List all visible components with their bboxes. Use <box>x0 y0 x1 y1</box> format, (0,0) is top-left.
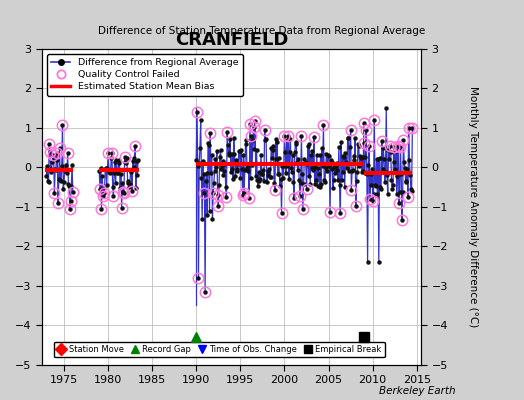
Text: Berkeley Earth: Berkeley Earth <box>379 386 456 396</box>
Title: CRANFIELD: CRANFIELD <box>175 31 288 49</box>
Legend: Station Move, Record Gap, Time of Obs. Change, Empirical Break: Station Move, Record Gap, Time of Obs. C… <box>53 342 385 357</box>
Text: Difference of Station Temperature Data from Regional Average: Difference of Station Temperature Data f… <box>99 26 425 36</box>
Y-axis label: Monthly Temperature Anomaly Difference (°C): Monthly Temperature Anomaly Difference (… <box>467 86 477 328</box>
